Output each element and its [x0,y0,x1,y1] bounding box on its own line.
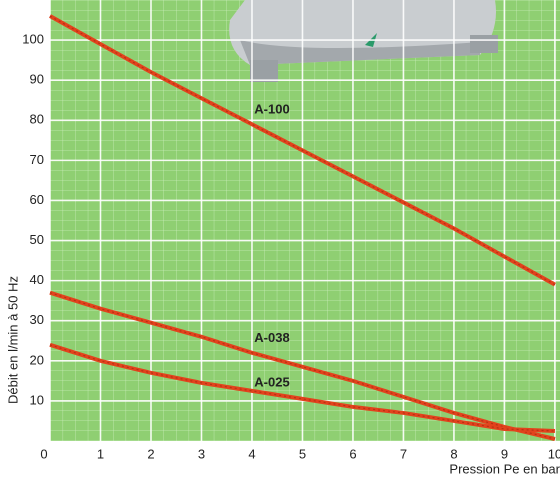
x-tick-label: 6 [349,446,356,461]
x-tick-label: 2 [147,446,154,461]
x-tick-label: 4 [248,446,255,461]
x-tick-label: 10 [548,446,560,461]
y-tick-label: 30 [30,312,44,327]
x-tick-label: 5 [299,446,306,461]
x-tick-label: 1 [97,446,104,461]
y-tick-label: 20 [30,352,44,367]
x-tick-label: 8 [450,446,457,461]
x-tick-label: 0 [40,446,47,461]
line-series [49,342,556,433]
plot-area [50,0,560,441]
series-label: A-025 [254,374,289,389]
x-axis-label: Pression Pe en bar [449,461,560,476]
y-tick-label: 90 [30,72,44,87]
line-texture [49,15,556,286]
x-tick-label: 3 [198,446,205,461]
y-tick-label: 80 [30,112,44,127]
series-label: A-100 [254,102,289,117]
y-axis-label: Débit en l/min à 50 Hz [5,276,20,404]
y-tick-label: 60 [30,192,44,207]
y-tick-label: 70 [30,152,44,167]
series-label: A-038 [254,330,289,345]
y-tick-label: 40 [30,272,44,287]
y-tick-label: 100 [22,32,44,47]
line-series [49,290,556,441]
y-tick-label: 10 [30,392,44,407]
y-tick-label: 50 [30,232,44,247]
x-tick-label: 7 [400,446,407,461]
x-tick-label: 9 [501,446,508,461]
